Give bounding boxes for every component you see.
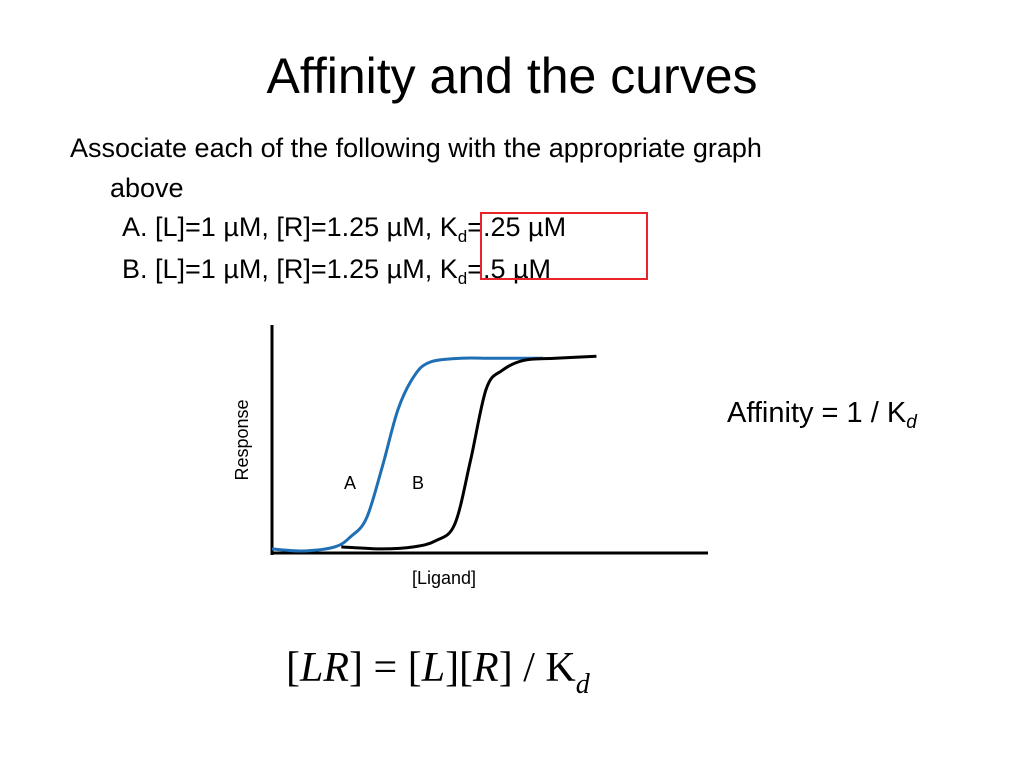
eq-l: L xyxy=(421,645,446,691)
series-b-label: B xyxy=(412,473,424,493)
series-b-curve xyxy=(341,354,597,551)
eq-equals: = xyxy=(363,645,408,691)
prompt-line-1: Associate each of the following with the… xyxy=(70,133,762,163)
slide-title: Affinity and the curves xyxy=(266,48,758,104)
option-a: A. [L]=1 µM, [R]=1.25 µM, Kd=.25 µM xyxy=(122,210,566,248)
eq-close3: ] / K xyxy=(498,645,576,691)
option-b-subscript: d xyxy=(457,269,468,288)
prompt-line-2: above xyxy=(110,173,184,203)
series-a-curve xyxy=(271,356,543,553)
option-a-subscript: d xyxy=(457,227,468,246)
y-axis-label: Response xyxy=(232,399,252,480)
series-a-label: A xyxy=(344,473,356,493)
option-a-kd: =.25 µM xyxy=(467,212,567,242)
affinity-formula: Affinity = 1 / Kd xyxy=(727,397,917,433)
binding-equation: [LR] = [L][R] / Kd xyxy=(286,644,590,700)
question-prompt: Associate each of the following with the… xyxy=(70,128,930,208)
x-axis-label: [Ligand] xyxy=(412,568,476,588)
eq-subscript: d xyxy=(575,669,590,700)
eq-close2: ][ xyxy=(445,645,474,691)
eq-open2: [ xyxy=(407,645,422,691)
eq-close1: ] xyxy=(349,645,364,691)
kd-highlight-box xyxy=(480,212,648,280)
affinity-text: Affinity = 1 / K xyxy=(727,397,907,429)
option-a-text: A. [L]=1 µM, [R]=1.25 µM, K xyxy=(122,212,458,242)
affinity-subscript: d xyxy=(906,412,917,433)
eq-open1: [ xyxy=(286,645,300,691)
option-b-text: B. [L]=1 µM, [R]=1.25 µM, K xyxy=(122,254,458,284)
eq-lr: LR xyxy=(300,645,350,691)
eq-r: R xyxy=(473,645,499,691)
